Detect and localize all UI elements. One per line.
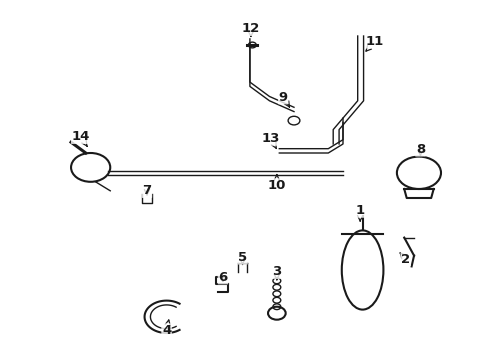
Text: 12: 12 <box>242 22 260 37</box>
Text: 10: 10 <box>268 175 286 192</box>
Text: 2: 2 <box>400 253 410 266</box>
Text: 1: 1 <box>356 204 365 221</box>
Text: 4: 4 <box>162 320 171 337</box>
Text: 11: 11 <box>366 35 384 51</box>
Text: 8: 8 <box>416 143 425 157</box>
Circle shape <box>248 42 256 48</box>
Text: 3: 3 <box>272 265 281 280</box>
Text: 7: 7 <box>143 184 151 197</box>
Text: 5: 5 <box>238 251 247 265</box>
Text: 14: 14 <box>72 130 90 147</box>
Text: 6: 6 <box>219 271 227 284</box>
Text: 9: 9 <box>279 91 290 107</box>
Text: 13: 13 <box>262 132 280 148</box>
